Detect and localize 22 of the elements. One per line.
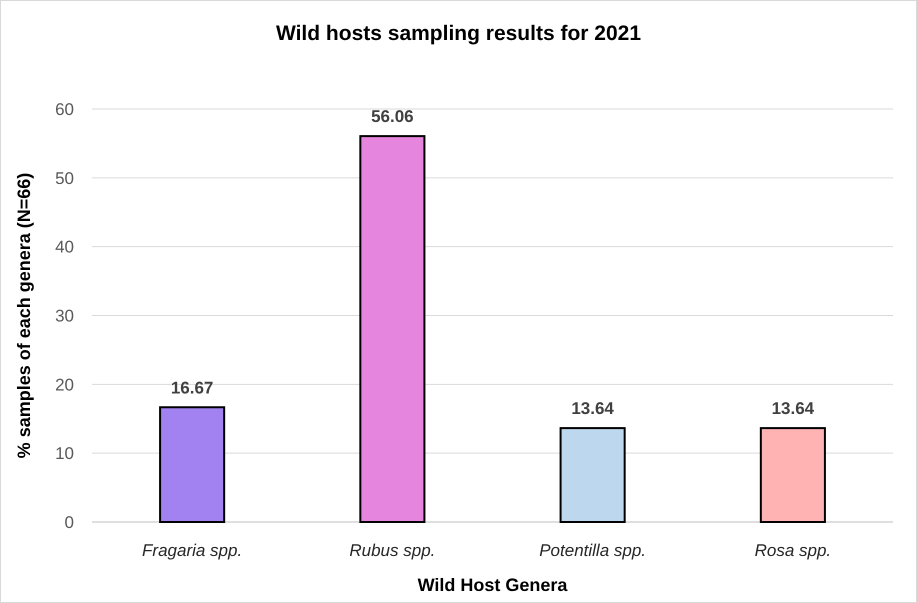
data-label: 13.64 <box>571 399 614 418</box>
y-tick-label: 10 <box>55 444 74 464</box>
bar <box>560 427 626 523</box>
y-tick-label: 20 <box>55 375 74 394</box>
bar <box>760 427 826 523</box>
chart-title: Wild hosts sampling results for 2021 <box>276 22 642 45</box>
y-tick-label: 40 <box>55 238 74 257</box>
x-tick-label: Rubus spp. <box>349 541 436 560</box>
x-tick-label: Potentilla spp. <box>539 541 646 560</box>
bar <box>359 135 426 523</box>
bar <box>159 406 226 523</box>
x-tick-label: Rosa spp. <box>754 541 832 560</box>
y-axis-title: % samples of each genera (N=66) <box>14 172 34 458</box>
y-tick-label: 30 <box>55 306 74 326</box>
y-tick-label: 50 <box>55 168 74 188</box>
data-label: 16.67 <box>170 378 214 398</box>
x-tick-label: Fragaria spp. <box>142 541 242 560</box>
x-axis-title: Wild Host Genera <box>418 575 568 595</box>
data-label: 13.64 <box>772 399 815 418</box>
y-tick-label: 0 <box>64 513 74 532</box>
data-label: 56.06 <box>371 107 414 126</box>
y-tick-label: 60 <box>55 100 74 119</box>
